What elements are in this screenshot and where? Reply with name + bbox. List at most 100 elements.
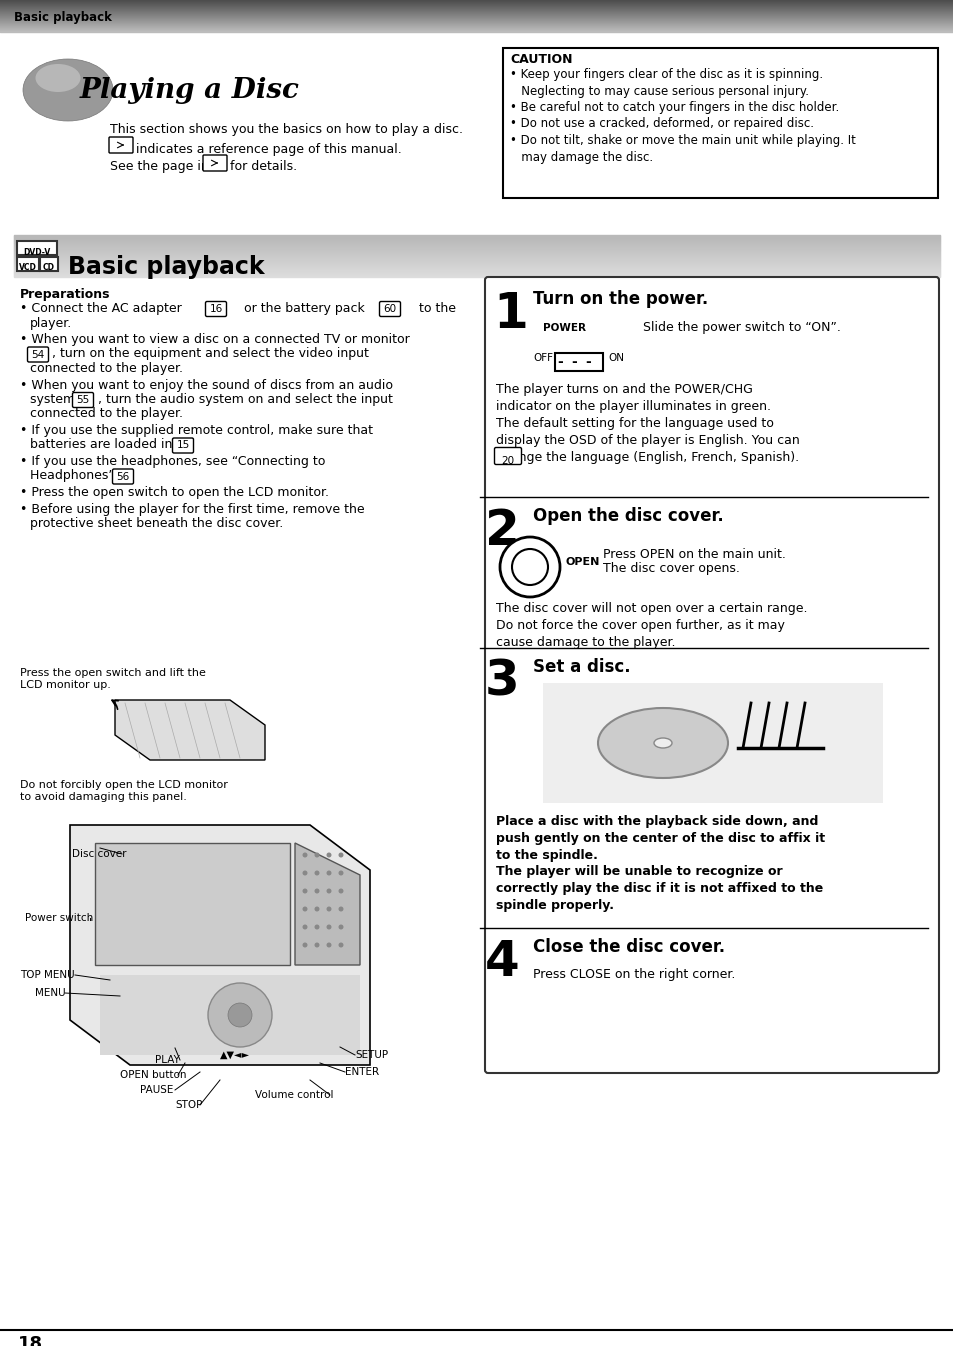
Text: Press CLOSE on the right corner.: Press CLOSE on the right corner.	[533, 968, 735, 981]
Text: ON: ON	[607, 353, 623, 363]
Text: 16: 16	[209, 304, 222, 314]
Circle shape	[314, 888, 319, 894]
Text: OFF: OFF	[533, 353, 553, 363]
Text: OPEN button: OPEN button	[120, 1070, 186, 1079]
FancyBboxPatch shape	[109, 137, 132, 153]
Text: 55: 55	[76, 394, 90, 405]
Bar	[40, 257, 58, 271]
Text: The disc cover opens.: The disc cover opens.	[602, 563, 740, 575]
Text: ▲▼◄►: ▲▼◄►	[220, 1050, 250, 1061]
Ellipse shape	[654, 738, 671, 748]
Text: protective sheet beneath the disc cover.: protective sheet beneath the disc cover.	[30, 517, 283, 530]
Circle shape	[302, 906, 307, 911]
Circle shape	[338, 852, 343, 857]
Circle shape	[512, 549, 547, 586]
Text: PLAY: PLAY	[154, 1055, 180, 1065]
Text: SETUP: SETUP	[355, 1050, 388, 1061]
Text: indicates a reference page of this manual.: indicates a reference page of this manua…	[136, 143, 401, 156]
Text: , turn the audio system on and select the input: , turn the audio system on and select th…	[98, 393, 393, 406]
Circle shape	[326, 942, 331, 948]
Text: POWER: POWER	[542, 323, 585, 332]
Text: See the page in: See the page in	[110, 160, 209, 174]
Text: • Keep your fingers clear of the disc as it is spinning.
   Neglecting to may ca: • Keep your fingers clear of the disc as…	[510, 69, 855, 163]
Text: This section shows you the basics on how to play a disc.: This section shows you the basics on how…	[110, 122, 462, 136]
FancyBboxPatch shape	[72, 393, 93, 408]
Text: for details.: for details.	[230, 160, 296, 174]
Text: Press the open switch and lift the
LCD monitor up.: Press the open switch and lift the LCD m…	[20, 668, 206, 689]
Text: The player turns on and the POWER/CHG
indicator on the player illuminates in gre: The player turns on and the POWER/CHG in…	[496, 384, 799, 464]
FancyBboxPatch shape	[484, 277, 938, 1073]
Bar	[542, 682, 882, 804]
Text: STOP: STOP	[174, 1100, 202, 1110]
Polygon shape	[95, 843, 290, 965]
Text: • Connect the AC adapter: • Connect the AC adapter	[20, 302, 186, 315]
Text: 3: 3	[484, 658, 519, 707]
Circle shape	[326, 852, 331, 857]
Circle shape	[326, 925, 331, 930]
Text: ENTER: ENTER	[345, 1067, 378, 1077]
Text: Playing a Disc: Playing a Disc	[80, 77, 299, 104]
Text: 1: 1	[493, 289, 527, 338]
Text: 54: 54	[31, 350, 45, 359]
Text: -: -	[571, 355, 577, 369]
Ellipse shape	[35, 65, 80, 92]
Text: Basic playback: Basic playback	[14, 12, 112, 24]
Bar	[17, 257, 39, 271]
FancyBboxPatch shape	[172, 437, 193, 454]
Text: 15: 15	[176, 440, 190, 451]
Circle shape	[338, 942, 343, 948]
Text: The disc cover will not open over a certain range.
Do not force the cover open f: The disc cover will not open over a cert…	[496, 602, 806, 649]
Circle shape	[302, 871, 307, 875]
Text: 56: 56	[116, 471, 130, 482]
Text: TOP MENU: TOP MENU	[20, 970, 74, 980]
Text: CD: CD	[43, 262, 55, 272]
Polygon shape	[115, 700, 265, 760]
Text: batteries are loaded in it.: batteries are loaded in it.	[30, 439, 193, 451]
Circle shape	[314, 906, 319, 911]
Text: • Before using the player for the first time, remove the: • Before using the player for the first …	[20, 502, 364, 516]
Circle shape	[326, 871, 331, 875]
Ellipse shape	[23, 59, 112, 121]
Circle shape	[302, 852, 307, 857]
Bar	[502, 48, 937, 198]
Text: 20: 20	[501, 456, 514, 466]
Text: Preparations: Preparations	[20, 288, 111, 302]
Text: Slide the power switch to “ON”.: Slide the power switch to “ON”.	[642, 320, 840, 334]
Text: 4: 4	[484, 938, 519, 987]
Circle shape	[326, 906, 331, 911]
Text: Volume control: Volume control	[254, 1090, 334, 1100]
Polygon shape	[70, 825, 370, 1065]
Circle shape	[302, 888, 307, 894]
Text: Close the disc cover.: Close the disc cover.	[533, 938, 724, 956]
Circle shape	[314, 925, 319, 930]
Circle shape	[499, 537, 559, 598]
Text: Do not forcibly open the LCD monitor
to avoid damaging this panel.: Do not forcibly open the LCD monitor to …	[20, 779, 228, 802]
Text: Place a disc with the playback side down, and
push gently on the center of the d: Place a disc with the playback side down…	[496, 814, 824, 861]
Text: 2: 2	[484, 507, 519, 555]
Text: OPEN: OPEN	[565, 557, 599, 567]
Text: The player will be unable to recognize or
correctly play the disc if it is not a: The player will be unable to recognize o…	[496, 865, 822, 913]
FancyBboxPatch shape	[203, 155, 227, 171]
Circle shape	[338, 888, 343, 894]
Text: CAUTION: CAUTION	[510, 52, 572, 66]
Circle shape	[302, 942, 307, 948]
Text: Set a disc.: Set a disc.	[533, 658, 630, 676]
Text: • If you use the headphones, see “Connecting to: • If you use the headphones, see “Connec…	[20, 455, 325, 468]
Polygon shape	[294, 843, 359, 965]
Circle shape	[314, 852, 319, 857]
Text: or the battery pack: or the battery pack	[240, 302, 369, 315]
Text: • When you want to view a disc on a connected TV or monitor: • When you want to view a disc on a conn…	[20, 332, 410, 346]
Circle shape	[338, 871, 343, 875]
Text: Power switch: Power switch	[25, 913, 93, 923]
Text: Open the disc cover.: Open the disc cover.	[533, 507, 723, 525]
Text: system: system	[30, 393, 79, 406]
Text: player.: player.	[30, 316, 72, 330]
Text: -: -	[584, 355, 590, 369]
Text: Turn on the power.: Turn on the power.	[533, 289, 707, 308]
Text: to the: to the	[415, 302, 456, 315]
Text: VCD: VCD	[19, 262, 37, 272]
Circle shape	[228, 1003, 252, 1027]
Circle shape	[314, 942, 319, 948]
Bar	[555, 353, 602, 371]
Text: • When you want to enjoy the sound of discs from an audio: • When you want to enjoy the sound of di…	[20, 378, 393, 392]
